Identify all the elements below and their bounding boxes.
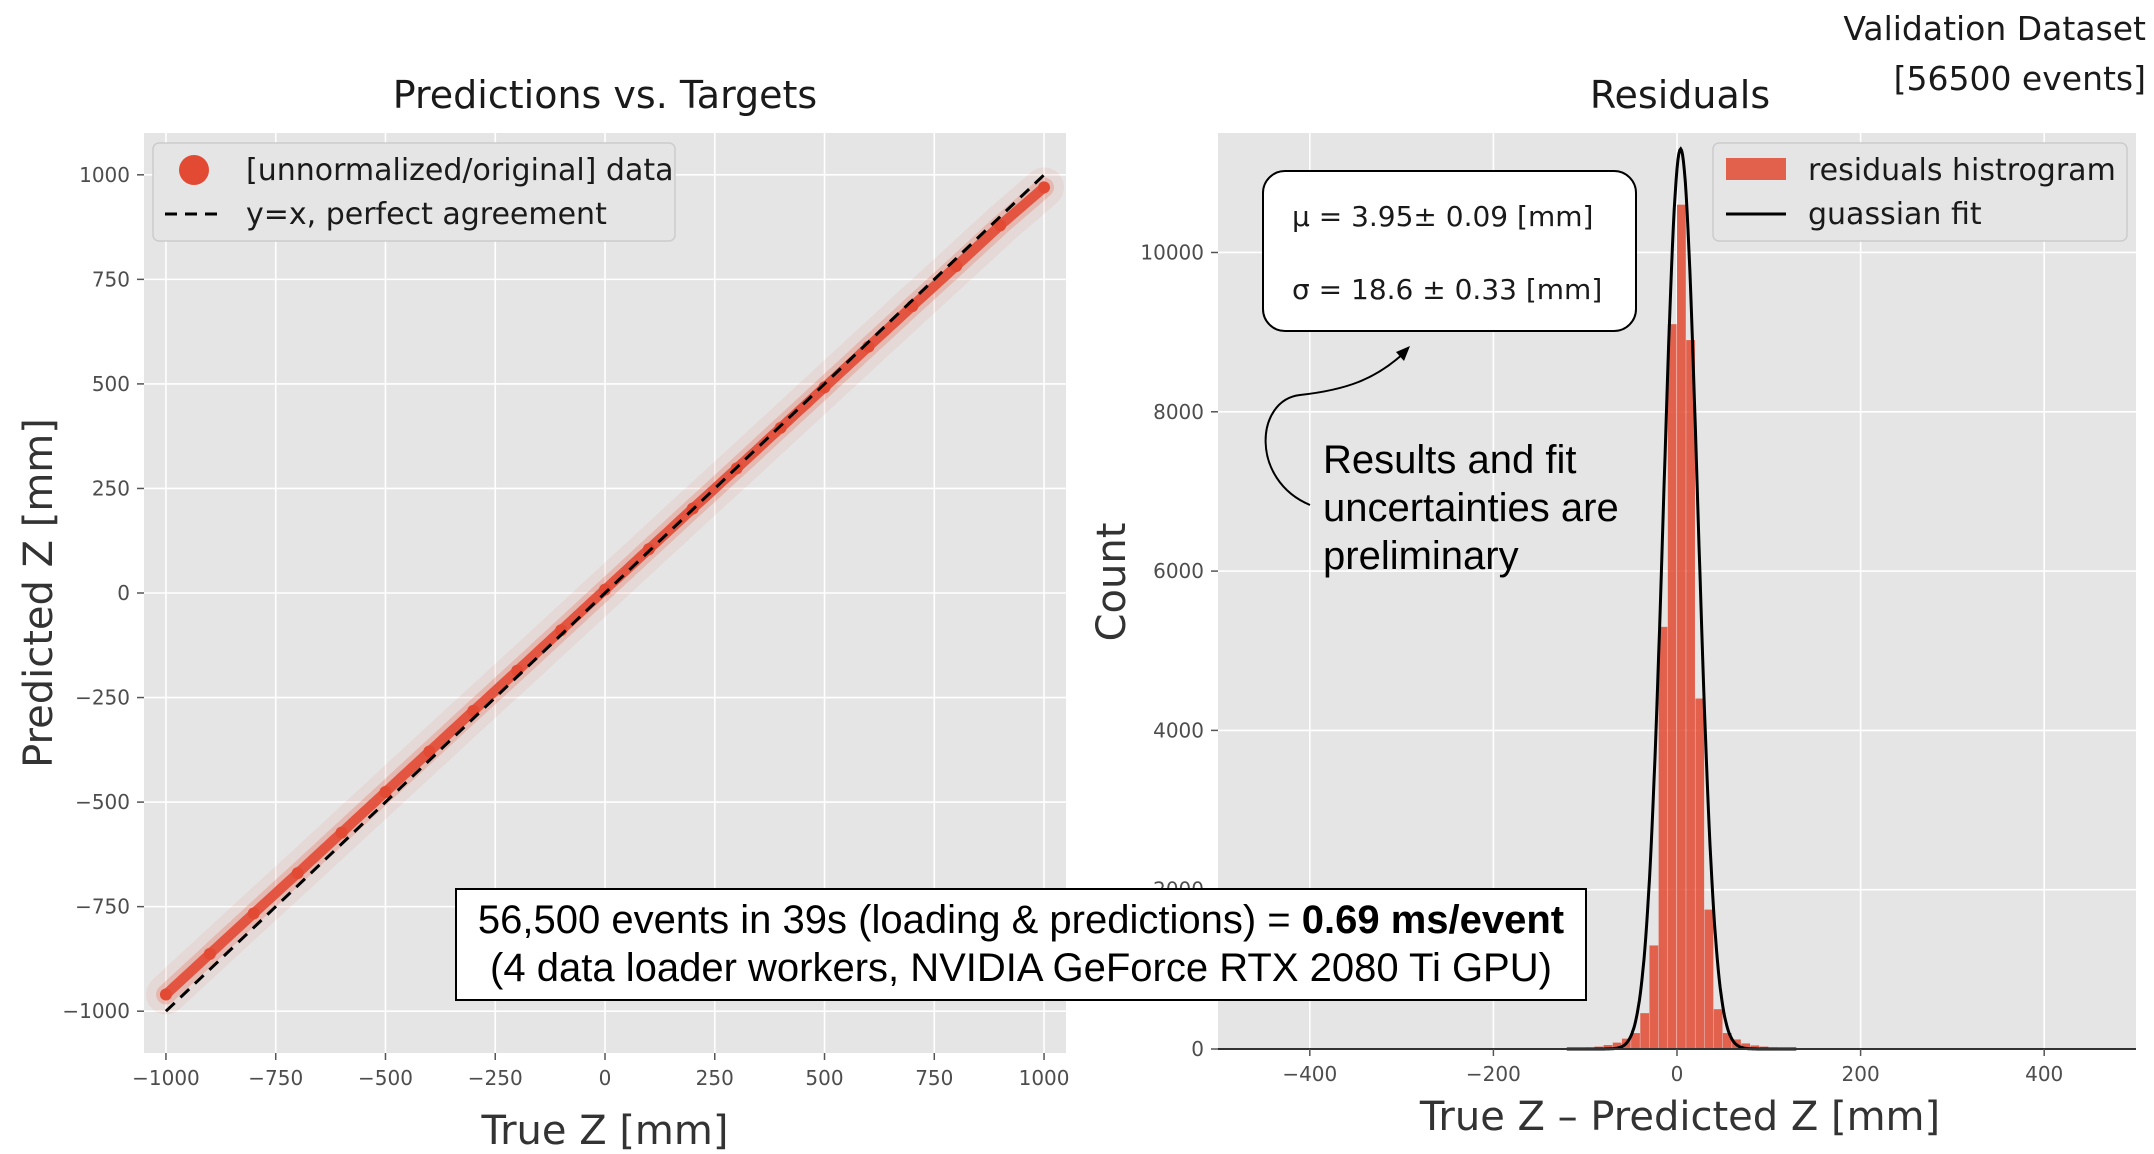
scatter-y-tick-label: −250 bbox=[75, 686, 130, 710]
scatter-data-point bbox=[159, 988, 172, 1001]
scatter-title: Predictions vs. Targets bbox=[393, 73, 817, 117]
scatter-y-tick-label: 250 bbox=[92, 476, 130, 500]
residuals-y-tick-label: 10000 bbox=[1140, 240, 1204, 264]
histogram-bar bbox=[1722, 1033, 1732, 1049]
histogram-bar bbox=[1750, 1045, 1760, 1049]
residuals-x-tick-label: −400 bbox=[1282, 1062, 1337, 1086]
scatter-x-tick-label: 750 bbox=[915, 1066, 953, 1090]
annotation-arrow bbox=[1264, 351, 1406, 506]
scatter-x-tick-label: 250 bbox=[696, 1066, 734, 1090]
histogram-bar bbox=[1667, 324, 1677, 1049]
legend-fit-label: guassian fit bbox=[1808, 197, 1982, 232]
residuals-x-ticks: −400 −200 0 200 400 bbox=[1282, 1049, 2063, 1086]
legend-diag-label: y=x, perfect agreement bbox=[246, 197, 607, 232]
timing-line-2: (4 data loader workers, NVIDIA GeForce R… bbox=[490, 946, 1552, 990]
scatter-x-tick-label: 1000 bbox=[1019, 1066, 1070, 1090]
fit-stats-box: μ = 3.95± 0.09 [mm] σ = 18.6 ± 0.33 [mm] bbox=[1262, 170, 1637, 332]
scatter-data-point bbox=[291, 867, 304, 880]
residuals-y-tick-label: 4000 bbox=[1153, 718, 1204, 742]
histogram-bar bbox=[1658, 626, 1668, 1049]
residuals-title: Residuals bbox=[1590, 73, 1770, 117]
scatter-data-point bbox=[335, 826, 348, 839]
scatter-data-point bbox=[247, 907, 260, 920]
residuals-x-tick-label: 400 bbox=[2025, 1062, 2063, 1086]
residuals-histogram-bars bbox=[1557, 204, 1796, 1049]
dataset-corner-label: Validation Dataset [56500 events] bbox=[1843, 4, 2146, 104]
scatter-legend-box bbox=[152, 142, 676, 242]
scatter-x-label: True Z [mm] bbox=[481, 1108, 729, 1154]
histogram-bar bbox=[1741, 1043, 1751, 1049]
histogram-bar bbox=[1649, 945, 1659, 1049]
residuals-y-tick-label: 0 bbox=[1191, 1037, 1204, 1061]
scatter-y-tick-label: 750 bbox=[92, 267, 130, 291]
histogram-bar bbox=[1677, 204, 1686, 1049]
residuals-legend: residuals histrogram guassian fit bbox=[1712, 142, 2128, 242]
legend-data-label: [unnormalized/original] data bbox=[246, 153, 674, 188]
scatter-x-tick-label: −250 bbox=[468, 1066, 523, 1090]
residuals-x-tick-label: 0 bbox=[1671, 1062, 1684, 1086]
scatter-y-tick-label: 0 bbox=[117, 581, 130, 605]
scatter-data-point bbox=[599, 583, 611, 596]
scatter-y-tick-label: −500 bbox=[75, 790, 130, 814]
scatter-x-ticks: −1000 −750 −500 −250 0 250 500 750 1000 bbox=[132, 1053, 1070, 1090]
timing-summary-box: 56,500 events in 39s (loading & predicti… bbox=[455, 888, 1587, 1001]
residuals-x-tick-label: 200 bbox=[1842, 1062, 1880, 1086]
scatter-y-tick-label: −1000 bbox=[62, 999, 130, 1023]
fit-mu-text: μ = 3.95± 0.09 [mm] bbox=[1292, 200, 1593, 233]
timing-line-1-text: 56,500 events in 39s (loading & predicti… bbox=[477, 898, 1302, 942]
timing-line-1: 56,500 events in 39s (loading & predicti… bbox=[457, 896, 1585, 944]
scatter-x-tick-label: −1000 bbox=[132, 1066, 200, 1090]
scatter-data-point bbox=[818, 381, 831, 394]
histogram-bar bbox=[1686, 340, 1695, 1049]
legend-data-marker bbox=[179, 155, 209, 185]
scatter-data-point bbox=[423, 745, 436, 758]
dataset-label-line-2: [56500 events] bbox=[1893, 59, 2146, 98]
scatter-x-tick-label: 500 bbox=[805, 1066, 843, 1090]
annotation-line-3: preliminary bbox=[1323, 534, 1519, 578]
dataset-label-line-1: Validation Dataset bbox=[1843, 9, 2146, 48]
residuals-legend-box bbox=[1712, 142, 2128, 242]
scatter-data-point bbox=[1038, 181, 1051, 194]
scatter-x-tick-label: −500 bbox=[358, 1066, 413, 1090]
scatter-y-tick-label: 1000 bbox=[79, 163, 130, 187]
perfect-agreement-line bbox=[164, 173, 1046, 1013]
legend-hist-swatch bbox=[1726, 158, 1786, 180]
scatter-y-tick-label: 500 bbox=[92, 372, 130, 396]
scatter-panel: −1000 −750 −500 −250 0 250 500 750 1000 −1000 −75… bbox=[16, 73, 1070, 1154]
residuals-y-tick-label: 8000 bbox=[1153, 400, 1204, 424]
histogram-bar bbox=[1603, 1045, 1613, 1049]
scatter-legend: [unnormalized/original] data y=x, perfec… bbox=[152, 142, 676, 242]
scatter-x-tick-label: 0 bbox=[599, 1066, 612, 1090]
residuals-x-label: True Z – Predicted Z [mm] bbox=[1419, 1094, 1940, 1140]
residuals-y-tick-label: 6000 bbox=[1153, 559, 1204, 583]
scatter-y-ticks: −1000 −750 −500 −250 0 250 500 750 1000 bbox=[62, 163, 144, 1023]
histogram-bar bbox=[1631, 1033, 1640, 1049]
fit-stats-border bbox=[1262, 170, 1637, 332]
scatter-y-label: Predicted Z [mm] bbox=[16, 418, 62, 768]
scatter-x-tick-label: −750 bbox=[248, 1066, 303, 1090]
legend-hist-label: residuals histrogram bbox=[1808, 153, 2116, 188]
scatter-data-point bbox=[203, 947, 216, 960]
histogram-bar bbox=[1695, 698, 1705, 1049]
histogram-bar bbox=[1704, 909, 1714, 1049]
timing-rate: 0.69 ms/event bbox=[1301, 898, 1565, 942]
residuals-x-tick-label: −200 bbox=[1466, 1062, 1521, 1086]
scatter-data-point bbox=[379, 786, 392, 799]
annotation-line-2: uncertainties are bbox=[1323, 486, 1619, 530]
histogram-bar bbox=[1640, 1013, 1650, 1049]
scatter-data-points bbox=[146, 167, 1064, 1015]
annotation-arrowhead bbox=[1396, 346, 1410, 361]
annotation-line-1: Results and fit bbox=[1323, 438, 1576, 482]
histogram-bar bbox=[1713, 1009, 1723, 1049]
fit-sigma-text: σ = 18.6 ± 0.33 [mm] bbox=[1292, 273, 1602, 306]
scatter-y-tick-label: −750 bbox=[75, 895, 130, 919]
histogram-bar bbox=[1612, 1042, 1622, 1049]
residuals-y-label: Count bbox=[1089, 523, 1135, 642]
scatter-data-point bbox=[994, 219, 1007, 232]
